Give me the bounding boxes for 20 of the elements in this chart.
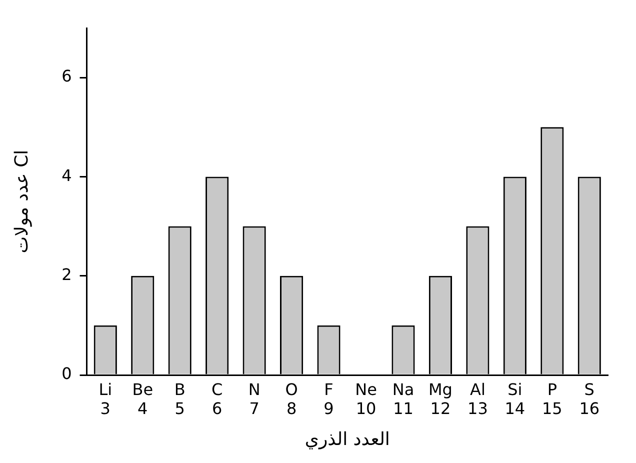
y-tick-label: 0 xyxy=(62,364,72,384)
x-tick-label: N 7 xyxy=(248,380,260,418)
x-tick-label: S 16 xyxy=(579,380,600,418)
y-tick-label: 6 xyxy=(62,66,72,86)
x-tick-label: F 9 xyxy=(324,380,334,418)
y-axis-title: عدد مولات Cl xyxy=(11,150,32,254)
x-axis-title: العدد الذري xyxy=(304,428,390,450)
x-tick-label: Si 14 xyxy=(504,380,526,418)
x-tick-label: O 8 xyxy=(285,380,298,418)
x-tick-label: Al 13 xyxy=(468,380,488,418)
x-tick-label: Ne 10 xyxy=(355,380,377,418)
y-tick-label: 4 xyxy=(62,166,72,185)
x-tick-label: Mg 12 xyxy=(428,380,452,418)
x-tick-label: B 5 xyxy=(174,380,186,418)
x-tick-label: Be 4 xyxy=(132,380,154,418)
x-tick-label: C 6 xyxy=(212,380,223,418)
x-tick-label: Li 3 xyxy=(98,380,112,418)
y-tick-label: 2 xyxy=(62,265,72,284)
x-tick-label: P 15 xyxy=(542,380,562,418)
x-tick-label: Na 11 xyxy=(392,380,414,418)
